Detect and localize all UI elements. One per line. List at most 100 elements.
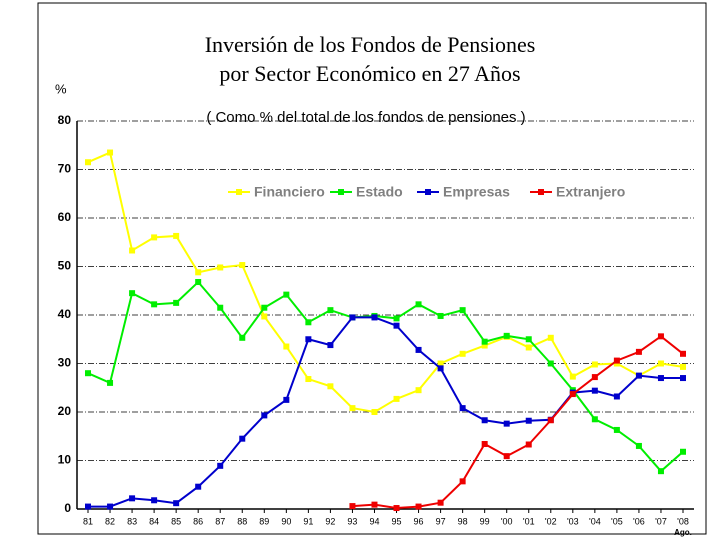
data-point <box>459 405 466 412</box>
series-line <box>352 335 684 510</box>
data-point <box>283 396 290 403</box>
data-point <box>305 319 312 326</box>
data-point <box>437 365 444 372</box>
y-tick-label: 10 <box>58 453 72 467</box>
chart-title-line-1: Inversión de los Fondos de Pensiones <box>205 32 536 57</box>
x-tick-label: 97 <box>436 516 446 526</box>
data-point <box>680 350 686 357</box>
chart-title-line-2: por Sector Económico en 27 Años <box>219 61 520 86</box>
data-point <box>657 333 664 340</box>
data-point <box>393 505 400 512</box>
data-point <box>459 307 466 314</box>
data-point <box>371 314 378 321</box>
y-tick-label: 20 <box>58 404 72 418</box>
data-point <box>393 395 400 402</box>
data-point <box>217 304 224 311</box>
data-point <box>635 372 642 379</box>
data-point <box>129 247 136 254</box>
data-point <box>657 468 664 475</box>
data-point <box>349 405 356 412</box>
series-line <box>88 316 683 508</box>
legend-marker <box>538 189 544 195</box>
data-point <box>437 499 444 506</box>
data-point <box>239 334 246 341</box>
data-point <box>657 360 664 367</box>
x-tick-label: '00 <box>501 516 513 526</box>
data-point <box>349 314 356 321</box>
data-point <box>151 497 158 504</box>
x-tick-label: '04 <box>589 516 601 526</box>
data-point <box>173 299 180 306</box>
legend-label: Estado <box>356 184 403 200</box>
data-point <box>261 412 268 419</box>
data-point <box>107 503 114 510</box>
x-tick-label: 96 <box>414 516 424 526</box>
data-point <box>239 435 246 442</box>
x-tick-label: 95 <box>392 516 402 526</box>
data-point <box>393 315 400 322</box>
x-tick-label: 93 <box>347 516 357 526</box>
y-axis-label: % <box>55 81 67 96</box>
data-point <box>525 336 532 343</box>
data-point <box>151 234 158 241</box>
data-point <box>481 342 488 349</box>
chart-frame <box>37 2 707 535</box>
data-point <box>569 391 576 398</box>
chart-subtitle: ( Como % del total de los fondos de pens… <box>206 109 525 126</box>
data-point <box>239 262 246 269</box>
data-point <box>173 500 180 507</box>
data-point <box>217 264 224 271</box>
legend-label: Extranjero <box>556 184 625 200</box>
data-point <box>327 383 334 390</box>
data-point <box>415 387 422 394</box>
x-tick-label: 91 <box>303 516 313 526</box>
data-point <box>459 350 466 357</box>
x-tick-label: 85 <box>171 516 181 526</box>
data-point <box>437 360 444 367</box>
data-point <box>680 375 686 382</box>
x-note: Ago. <box>674 528 692 537</box>
y-tick-label: 40 <box>58 307 72 321</box>
x-tick-label: 83 <box>127 516 137 526</box>
x-tick-label: 92 <box>325 516 335 526</box>
data-point <box>591 374 598 381</box>
x-tick-label: 98 <box>458 516 468 526</box>
data-point <box>305 336 312 343</box>
x-tick-label: 87 <box>215 516 225 526</box>
data-point <box>525 417 532 424</box>
data-point <box>591 387 598 394</box>
data-point <box>85 370 91 377</box>
x-tick-label: 88 <box>237 516 247 526</box>
series-line <box>87 280 684 473</box>
data-point <box>151 301 158 308</box>
data-point <box>481 441 488 448</box>
data-point <box>680 363 686 370</box>
y-tick-label: 0 <box>64 501 71 515</box>
data-point <box>547 360 554 367</box>
data-point <box>371 409 378 415</box>
x-tick-label: 84 <box>149 516 159 526</box>
data-point <box>525 344 532 351</box>
y-tick-label: 60 <box>58 210 72 224</box>
data-point <box>129 290 136 297</box>
data-point <box>657 375 664 382</box>
data-point <box>415 346 422 353</box>
data-point <box>503 453 510 460</box>
data-point <box>635 442 642 449</box>
data-point <box>393 322 400 329</box>
data-point <box>613 393 620 400</box>
legend-marker <box>236 189 242 195</box>
data-point <box>547 334 554 341</box>
data-point <box>129 495 136 502</box>
x-tick-label: '06 <box>633 516 645 526</box>
data-point <box>85 159 91 166</box>
x-tick-label: 90 <box>281 516 291 526</box>
data-point <box>503 420 510 427</box>
x-tick-label: '05 <box>611 516 623 526</box>
y-tick-label: 70 <box>58 162 72 176</box>
series-line <box>87 151 684 414</box>
data-point <box>635 348 642 355</box>
data-point <box>547 417 554 424</box>
data-point <box>613 357 620 364</box>
data-point <box>283 343 290 350</box>
